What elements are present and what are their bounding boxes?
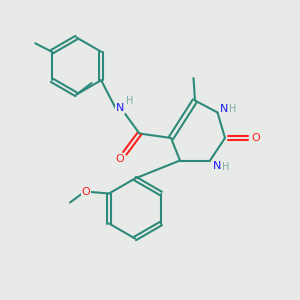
Text: O: O xyxy=(82,187,91,197)
Text: N: N xyxy=(212,161,221,171)
Text: H: H xyxy=(222,162,229,172)
Text: O: O xyxy=(251,133,260,143)
Text: H: H xyxy=(126,95,133,106)
Text: H: H xyxy=(230,104,237,114)
Text: O: O xyxy=(115,154,124,164)
Text: N: N xyxy=(116,103,124,113)
Text: N: N xyxy=(220,104,228,114)
